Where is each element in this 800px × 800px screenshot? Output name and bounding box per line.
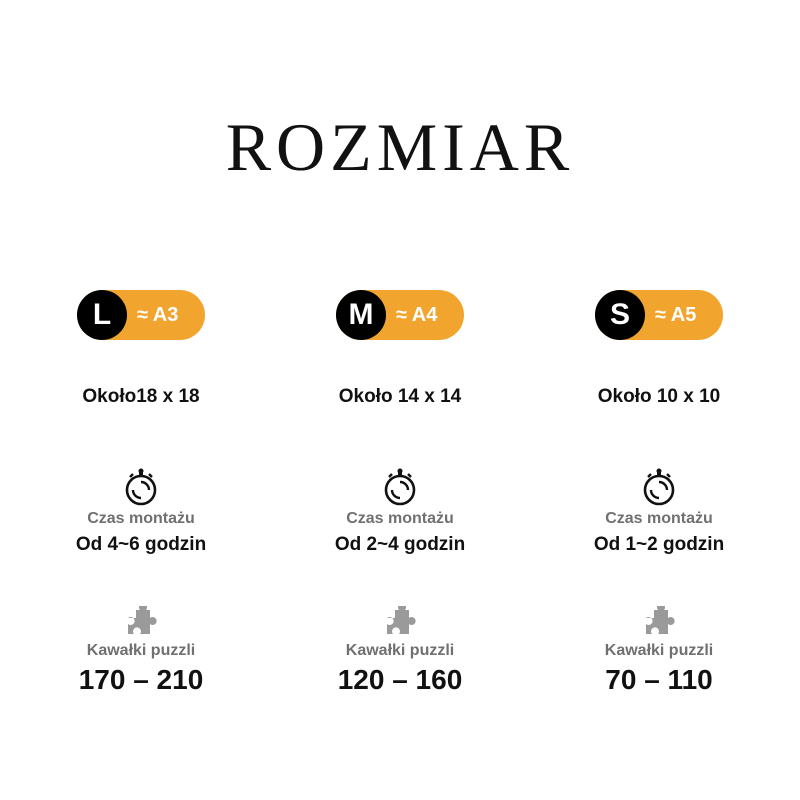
size-column: L ≈ A3 Około18 x 18 Czas montażu Od 4~6 … xyxy=(11,290,271,696)
puzzle-piece-icon xyxy=(128,606,157,634)
page-title: ROZMIAR xyxy=(225,109,575,185)
size-badge: L ≈ A3 xyxy=(77,290,205,340)
stopwatch-icon xyxy=(384,468,416,506)
pieces-count: 70 – 110 xyxy=(605,664,713,695)
paper-size: ≈ A5 xyxy=(655,303,697,326)
pieces-label: Kawałki puzzli xyxy=(86,642,196,659)
assembly-time: Od 1~2 godzin xyxy=(593,534,725,555)
pieces-count: 120 – 160 xyxy=(337,664,463,695)
dimensions: Około 10 x 10 xyxy=(597,386,721,407)
pieces-count: 170 – 210 xyxy=(78,664,204,695)
assembly-time: Od 4~6 godzin xyxy=(75,534,207,555)
dimensions: Około18 x 18 xyxy=(82,386,200,407)
assembly-time-label: Czas montażu xyxy=(605,510,713,527)
pieces-label: Kawałki puzzli xyxy=(345,642,455,659)
size-letter: S xyxy=(595,290,645,340)
assembly-time-label: Czas montażu xyxy=(346,510,454,527)
assembly-time: Od 2~4 godzin xyxy=(334,534,466,555)
pieces-label: Kawałki puzzli xyxy=(604,642,714,659)
size-letter: M xyxy=(336,290,386,340)
size-badge: S ≈ A5 xyxy=(595,290,723,340)
puzzle-piece-icon xyxy=(646,606,675,634)
size-badge: M ≈ A4 xyxy=(336,290,464,340)
size-letter: L xyxy=(77,290,127,340)
paper-size: ≈ A4 xyxy=(396,303,438,326)
size-column: S ≈ A5 Około 10 x 10 Czas montażu Od 1~2… xyxy=(529,290,789,696)
stopwatch-icon xyxy=(125,468,157,506)
size-column: M ≈ A4 Około 14 x 14 Czas montażu Od 2~4… xyxy=(270,290,530,696)
puzzle-piece-icon xyxy=(387,606,416,634)
paper-size: ≈ A3 xyxy=(137,303,179,326)
stopwatch-icon xyxy=(643,468,675,506)
assembly-time-label: Czas montażu xyxy=(87,510,195,527)
dimensions: Około 14 x 14 xyxy=(338,386,462,407)
